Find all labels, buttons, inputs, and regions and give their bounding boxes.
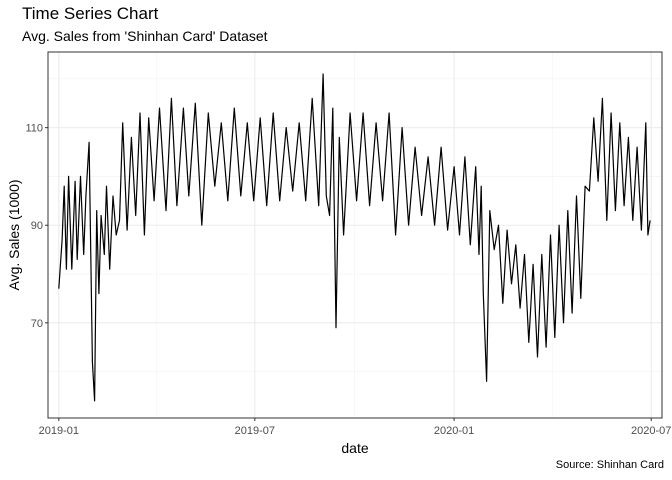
chart-title: Time Series Chart bbox=[22, 4, 159, 23]
y-tick-label: 90 bbox=[31, 220, 43, 232]
x-axis-title: date bbox=[341, 440, 368, 456]
series-layer bbox=[58, 73, 651, 402]
x-tick-label: 2019-07 bbox=[235, 425, 275, 437]
major-grid bbox=[48, 52, 662, 418]
x-tick-label: 2020-07 bbox=[631, 425, 671, 437]
y-tick-label: 70 bbox=[31, 318, 43, 330]
series-line bbox=[58, 73, 651, 402]
x-tick-label: 2020-01 bbox=[434, 425, 474, 437]
minor-grid bbox=[48, 52, 662, 418]
plot-panel-border bbox=[47, 51, 663, 419]
x-tick-label: 2019-01 bbox=[39, 425, 79, 437]
x-axis: 2019-01 2019-07 2020-01 2020-07 bbox=[39, 418, 671, 437]
y-tick-label: 110 bbox=[25, 123, 43, 135]
y-axis-title: Avg. Sales (1000) bbox=[6, 179, 22, 290]
chart-subtitle: Avg. Sales from 'Shinhan Card' Dataset bbox=[22, 28, 268, 44]
chart-caption: Source: Shinhan Card bbox=[555, 459, 664, 471]
y-axis: 70 90 110 bbox=[25, 123, 48, 330]
